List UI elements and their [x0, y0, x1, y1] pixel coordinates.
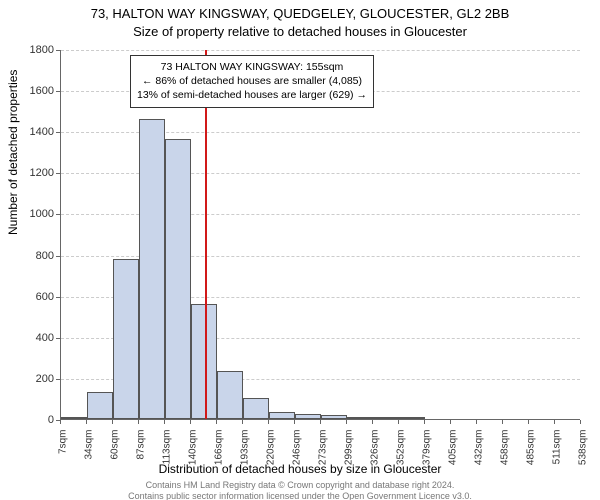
ytick-mark — [56, 256, 60, 257]
xtick-mark — [424, 420, 425, 424]
xtick-mark — [502, 420, 503, 424]
ytick-label: 600 — [14, 291, 54, 303]
chart-title-main: 73, HALTON WAY KINGSWAY, QUEDGELEY, GLOU… — [0, 6, 600, 21]
xtick-mark — [476, 420, 477, 424]
ytick-label: 1000 — [14, 208, 54, 220]
xtick-label: 379sqm — [422, 430, 433, 480]
xtick-label: 34sqm — [84, 430, 95, 480]
annotation-line: 13% of semi-detached houses are larger (… — [137, 88, 367, 102]
xtick-mark — [320, 420, 321, 424]
annotation-box: 73 HALTON WAY KINGSWAY: 155sqm← 86% of d… — [130, 55, 374, 108]
ytick-label: 200 — [14, 373, 54, 385]
xtick-label: 60sqm — [110, 430, 121, 480]
xtick-label: 7sqm — [58, 430, 69, 480]
histogram-bar — [61, 417, 87, 419]
xtick-label: 326sqm — [370, 430, 381, 480]
ytick-mark — [56, 379, 60, 380]
xtick-mark — [242, 420, 243, 424]
ytick-label: 1400 — [14, 126, 54, 138]
chart-title-sub: Size of property relative to detached ho… — [0, 24, 600, 39]
histogram-bar — [373, 417, 399, 419]
xtick-label: 405sqm — [448, 430, 459, 480]
xtick-label: 140sqm — [188, 430, 199, 480]
xtick-label: 273sqm — [318, 430, 329, 480]
ytick-label: 1200 — [14, 167, 54, 179]
histogram-bar — [165, 139, 191, 419]
histogram-bar — [217, 371, 243, 419]
histogram-bar — [269, 412, 295, 419]
ytick-label: 1600 — [14, 85, 54, 97]
xtick-mark — [86, 420, 87, 424]
xtick-mark — [554, 420, 555, 424]
xtick-mark — [450, 420, 451, 424]
xtick-label: 87sqm — [136, 430, 147, 480]
xtick-label: 113sqm — [162, 430, 173, 480]
ytick-mark — [56, 173, 60, 174]
xtick-label: 538sqm — [578, 430, 589, 480]
ytick-mark — [56, 50, 60, 51]
ytick-label: 800 — [14, 250, 54, 262]
ytick-label: 0 — [14, 414, 54, 426]
histogram-bar — [295, 414, 321, 419]
ytick-mark — [56, 214, 60, 215]
xtick-mark — [372, 420, 373, 424]
histogram-bar — [243, 398, 269, 419]
histogram-bar — [139, 119, 165, 419]
footer-line-2: Contains public sector information licen… — [0, 491, 600, 500]
annotation-line: 73 HALTON WAY KINGSWAY: 155sqm — [137, 60, 367, 74]
annotation-line: ← 86% of detached houses are smaller (4,… — [137, 74, 367, 88]
ytick-mark — [56, 338, 60, 339]
histogram-bar — [87, 392, 113, 419]
xtick-label: 511sqm — [552, 430, 563, 480]
xtick-label: 352sqm — [396, 430, 407, 480]
xtick-mark — [346, 420, 347, 424]
ytick-mark — [56, 297, 60, 298]
ytick-label: 400 — [14, 332, 54, 344]
xtick-mark — [164, 420, 165, 424]
histogram-bar — [399, 417, 425, 419]
xtick-label: 193sqm — [240, 430, 251, 480]
xtick-label: 246sqm — [292, 430, 303, 480]
chart-container: 73, HALTON WAY KINGSWAY, QUEDGELEY, GLOU… — [0, 0, 600, 500]
xtick-label: 432sqm — [474, 430, 485, 480]
xtick-mark — [294, 420, 295, 424]
ytick-mark — [56, 91, 60, 92]
xtick-label: 220sqm — [266, 430, 277, 480]
gridline — [61, 50, 580, 51]
ytick-label: 1800 — [14, 44, 54, 56]
xtick-mark — [138, 420, 139, 424]
xtick-mark — [580, 420, 581, 424]
xtick-label: 166sqm — [214, 430, 225, 480]
xtick-label: 458sqm — [500, 430, 511, 480]
footer-line-1: Contains HM Land Registry data © Crown c… — [0, 480, 600, 490]
xtick-label: 299sqm — [344, 430, 355, 480]
histogram-bar — [191, 304, 217, 419]
xtick-mark — [268, 420, 269, 424]
xtick-mark — [190, 420, 191, 424]
xtick-mark — [398, 420, 399, 424]
ytick-mark — [56, 132, 60, 133]
histogram-bar — [321, 415, 347, 419]
histogram-bar — [113, 259, 139, 419]
histogram-bar — [347, 417, 373, 419]
xtick-mark — [112, 420, 113, 424]
xtick-label: 485sqm — [526, 430, 537, 480]
xtick-mark — [216, 420, 217, 424]
xtick-mark — [60, 420, 61, 424]
xtick-mark — [528, 420, 529, 424]
